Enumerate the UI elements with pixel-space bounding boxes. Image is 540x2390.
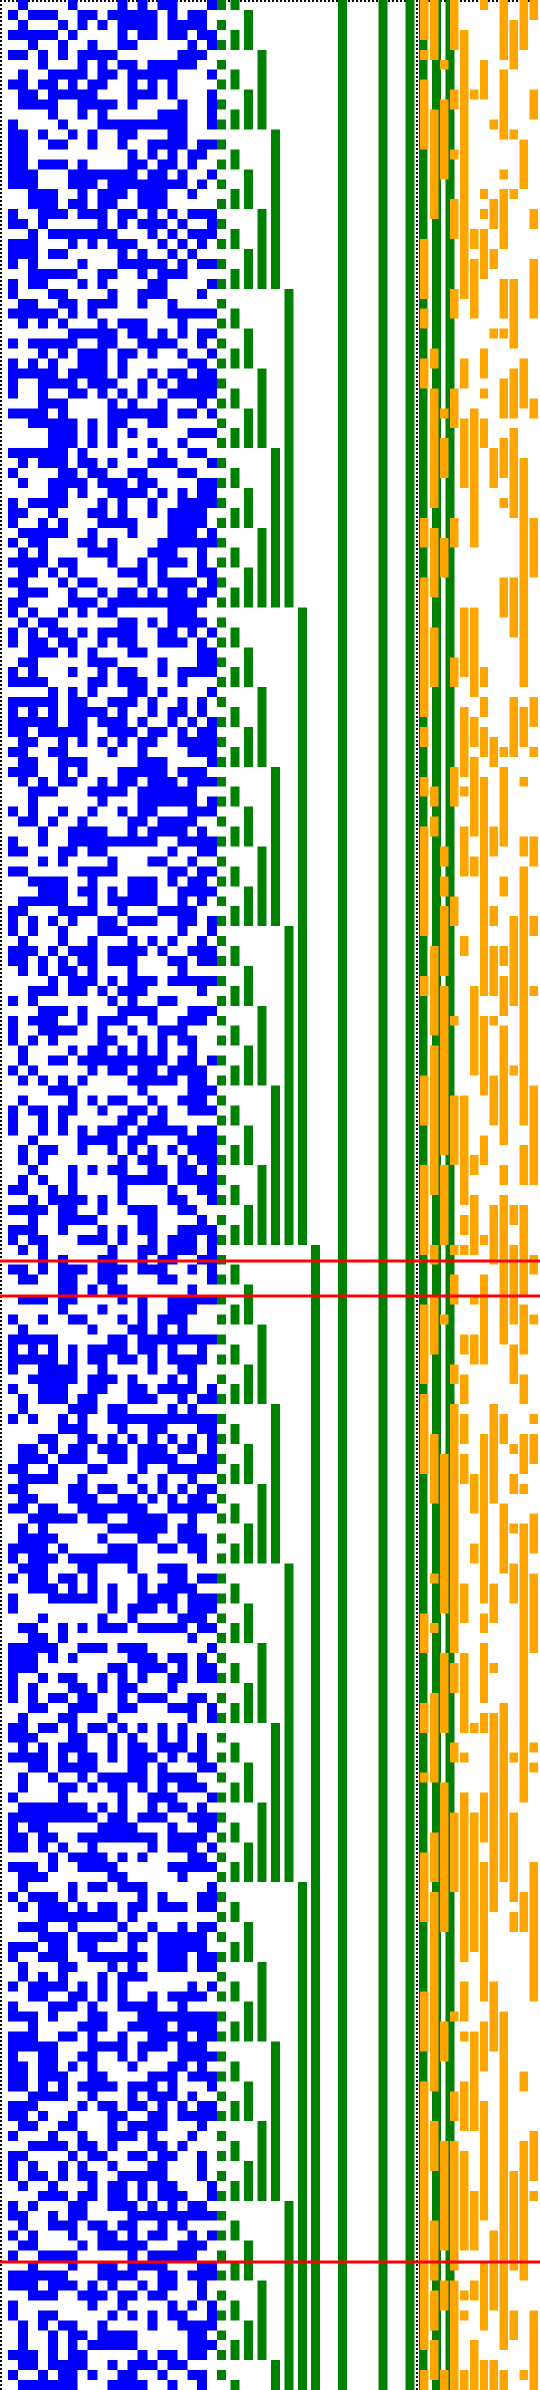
counter-bar-5: [445, 0, 455, 2390]
marker-line-1: [0, 1259, 540, 1263]
marker-line-2: [0, 1294, 540, 1298]
red-marker-lines: [0, 1259, 540, 2264]
green-counter-region: [217, 0, 455, 2390]
marker-line-3: [0, 2260, 540, 2264]
counter-bar-0: [338, 0, 348, 2390]
blue-noise-region: [8, 0, 218, 2390]
counter-bar-1: [378, 0, 388, 2390]
counter-bar-2: [405, 0, 415, 2390]
orange-output-region: [420, 0, 538, 2390]
